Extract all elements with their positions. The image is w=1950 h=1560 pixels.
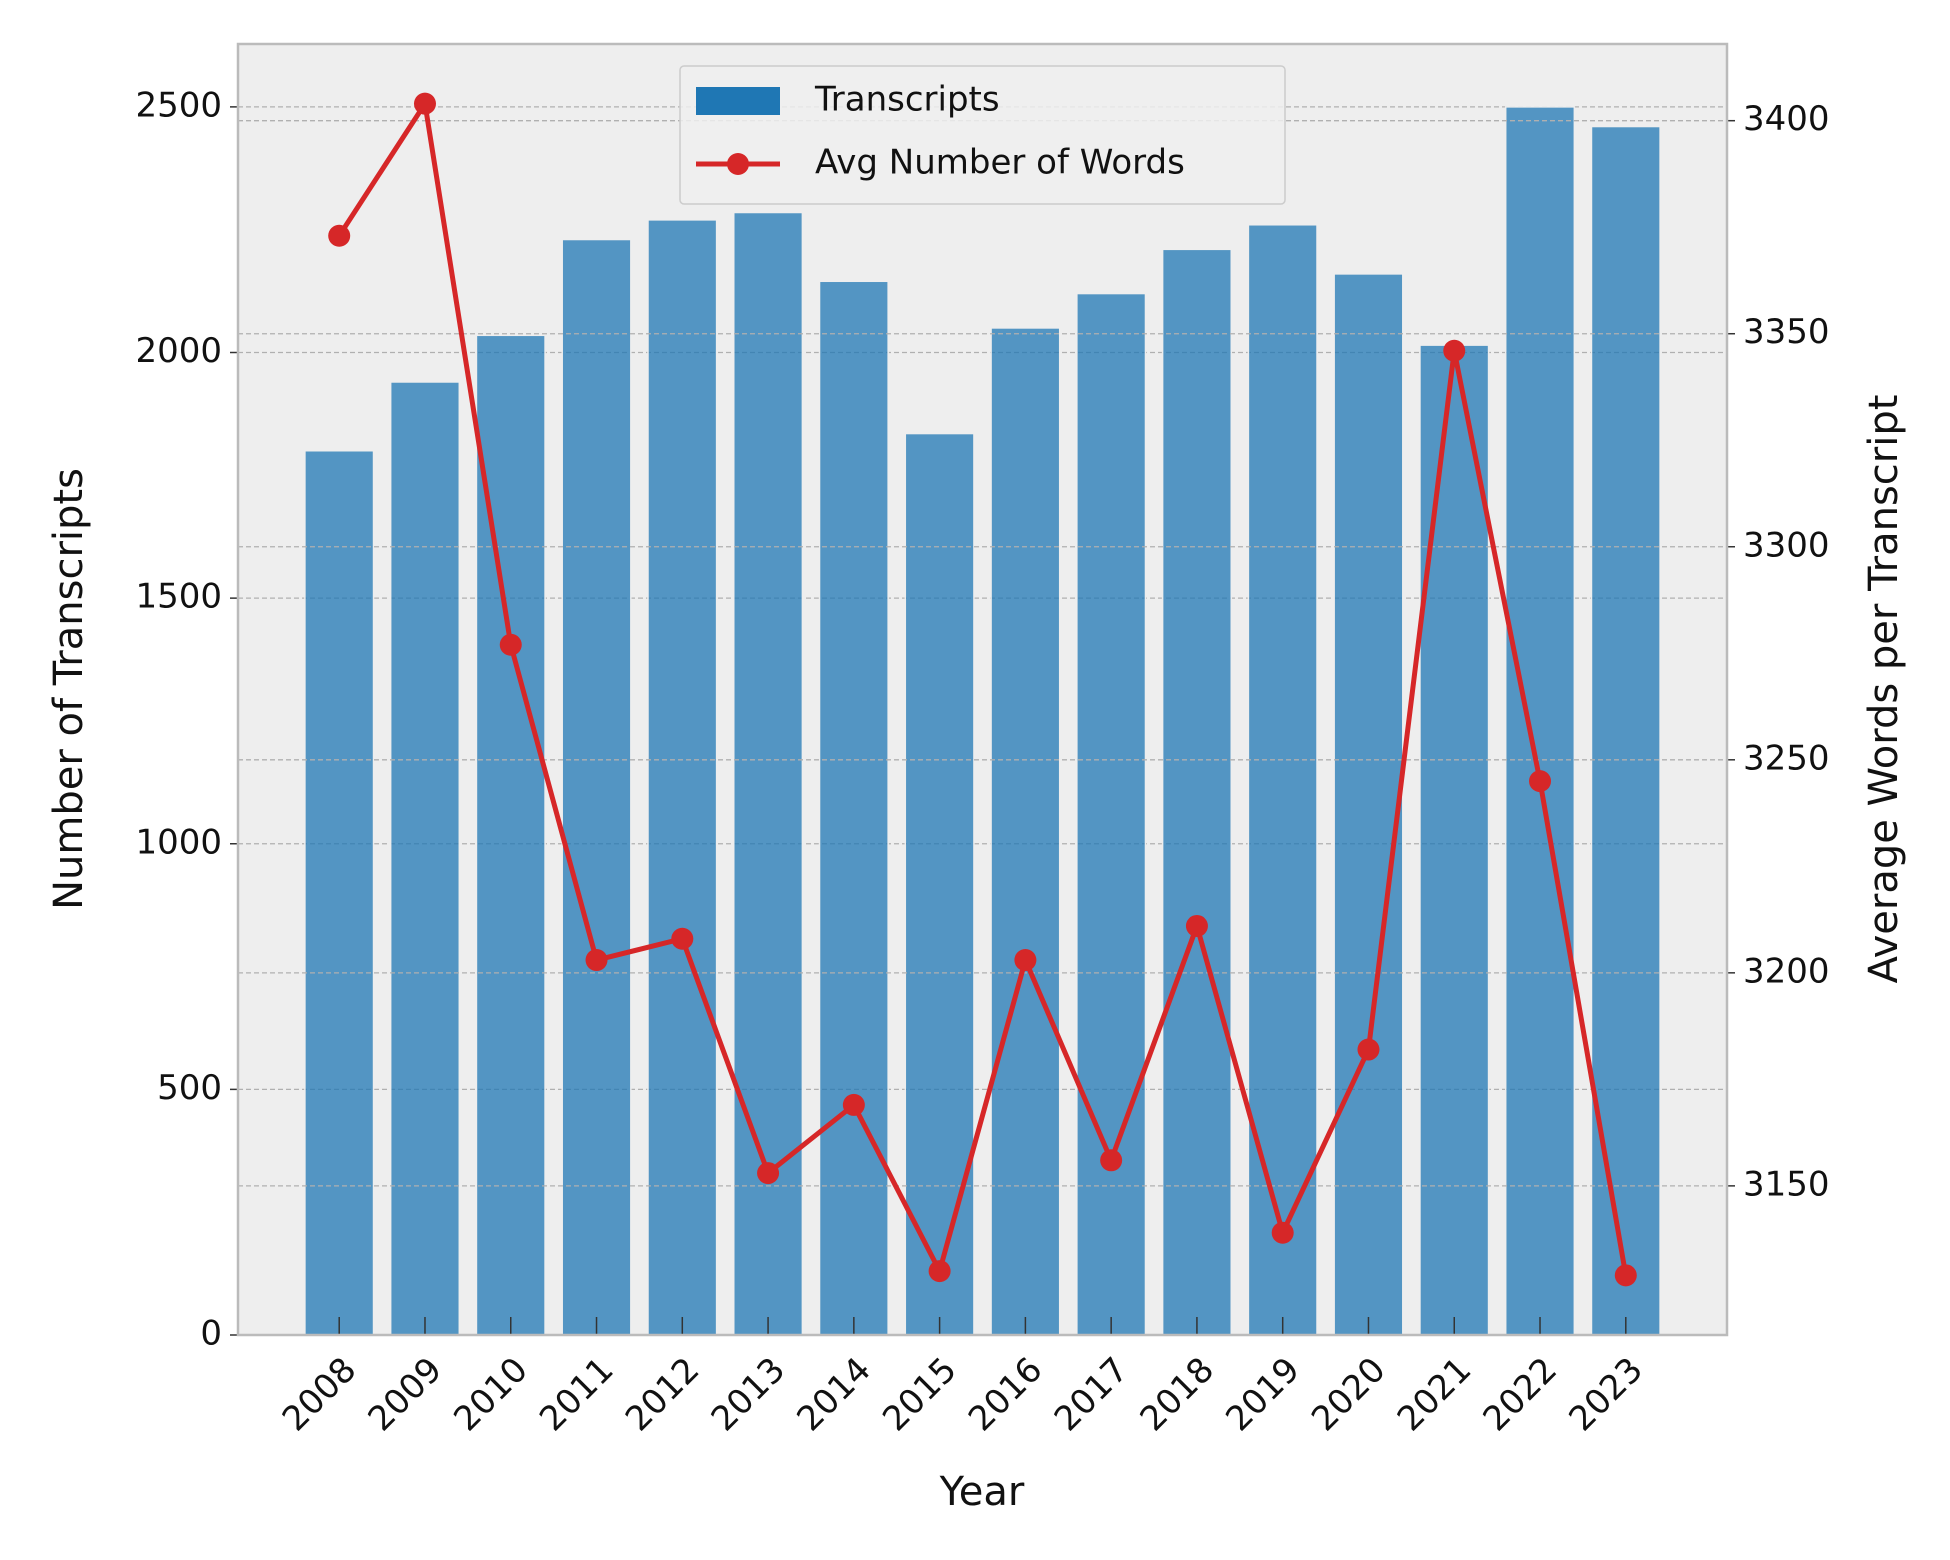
point	[1271, 1221, 1294, 1244]
x-tick-label: 2010	[446, 1350, 535, 1439]
x-tick-label: 2013	[704, 1350, 793, 1439]
point	[413, 92, 436, 115]
point	[1614, 1264, 1637, 1287]
legend-label: Avg Number of Words	[815, 143, 1185, 183]
bar	[818, 280, 889, 1336]
bar	[904, 432, 975, 1336]
point	[671, 927, 694, 950]
y2-tick-label: 3350	[1743, 312, 1830, 352]
y-tick-label: 1000	[135, 822, 222, 862]
x-tick-label: 2015	[875, 1350, 964, 1439]
point	[842, 1093, 865, 1116]
point	[585, 949, 608, 972]
x-tick-label: 2008	[275, 1350, 364, 1439]
y2-tick-label: 3200	[1743, 951, 1830, 991]
x-tick-label: 2021	[1390, 1350, 1479, 1439]
y-tick-label: 0	[200, 1314, 222, 1354]
x-tick-label: 2023	[1561, 1350, 1650, 1439]
x-tick-label: 2014	[789, 1350, 878, 1439]
x-tick-label: 2012	[618, 1350, 707, 1439]
bar	[1247, 224, 1318, 1336]
bar	[1161, 248, 1232, 1336]
plot-frame	[236, 42, 1729, 1337]
y-tick-label: 2000	[135, 331, 222, 371]
y-tick-label: 500	[157, 1068, 222, 1108]
line	[337, 96, 1629, 1278]
bar	[304, 450, 375, 1336]
y-tick-label: 1500	[135, 577, 222, 617]
point	[1014, 949, 1037, 972]
legend-label: Transcripts	[814, 80, 1000, 120]
bar	[1333, 273, 1404, 1336]
y2-axis-label: Average Words per Transcript	[1861, 395, 1907, 984]
x-tick-label: 2018	[1133, 1350, 1222, 1439]
y2-tick-label: 3150	[1743, 1164, 1830, 1204]
x-tick-label: 2009	[361, 1350, 450, 1439]
x-tick-label: 2011	[532, 1350, 621, 1439]
bar	[561, 238, 632, 1336]
point	[328, 224, 351, 247]
y-tick-label: 2500	[135, 85, 222, 125]
point	[499, 633, 522, 656]
bar	[389, 381, 461, 1336]
point	[1185, 914, 1208, 937]
bar	[733, 211, 804, 1336]
y-axis-label: Number of Transcripts	[46, 468, 92, 910]
x-tick-label: 2022	[1476, 1350, 1565, 1439]
x-tick-label: 2017	[1047, 1350, 1136, 1439]
bar	[990, 327, 1061, 1336]
legend-swatch	[696, 87, 780, 115]
bar	[1076, 292, 1147, 1336]
y2-tick-label: 3300	[1743, 525, 1830, 565]
point	[757, 1162, 780, 1185]
legend-box	[679, 65, 1286, 205]
bar	[1590, 125, 1661, 1336]
point	[1100, 1149, 1123, 1172]
x-tick-label: 2020	[1304, 1350, 1393, 1439]
legend-swatch	[727, 153, 749, 175]
x-axis-label: Year	[939, 1469, 1025, 1515]
x-tick-label: 2016	[961, 1350, 1050, 1439]
x-tick-label: 2019	[1218, 1350, 1307, 1439]
point	[928, 1260, 951, 1283]
y2-tick-label: 3250	[1743, 738, 1830, 778]
y2-tick-label: 3400	[1743, 99, 1830, 139]
bar	[1504, 106, 1576, 1336]
plot-area	[238, 44, 1727, 1335]
bar	[647, 219, 718, 1336]
point	[1529, 770, 1552, 793]
point	[1443, 339, 1466, 362]
point	[1357, 1038, 1380, 1061]
